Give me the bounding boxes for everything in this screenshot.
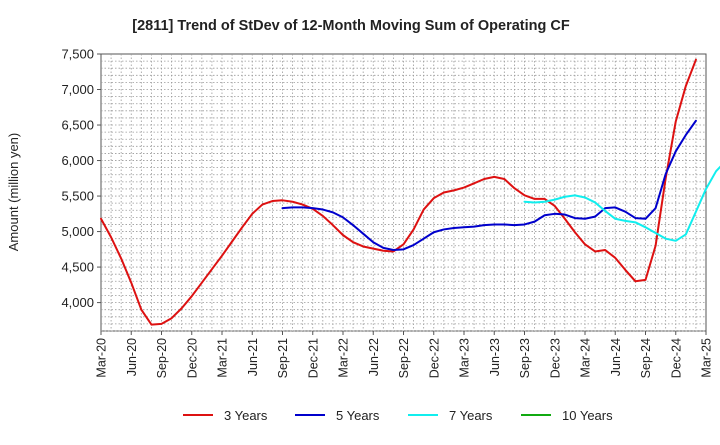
y-tick-label: 6,500 — [61, 118, 94, 133]
y-axis-ticks: 4,000 4,500 5,000 5,500 6,000 6,500 7,000 7,500 — [61, 47, 101, 311]
x-tick-label: Sep-22 — [397, 338, 411, 378]
x-tick-label: Dec-24 — [669, 338, 683, 378]
x-tick-label: Dec-20 — [185, 338, 199, 378]
y-tick-label: 6,000 — [61, 153, 94, 168]
x-axis-ticks: Mar-20 Jun-20 Sep-20 Dec-20 Mar-21 Jun-21 Sep-… — [95, 331, 720, 378]
y-axis-label: Amount (million yen) — [6, 133, 21, 252]
legend-label: 5 Years — [336, 408, 380, 423]
legend-label: 7 Years — [449, 408, 493, 423]
x-tick-label: Dec-22 — [427, 338, 441, 378]
x-tick-label: Mar-24 — [579, 338, 593, 378]
x-tick-label: Mar-21 — [216, 338, 230, 378]
x-tick-label: Sep-21 — [276, 338, 290, 378]
x-tick-label: Jun-21 — [246, 338, 260, 376]
x-tick-label: Mar-22 — [337, 338, 351, 378]
x-tick-label: Dec-23 — [548, 338, 562, 378]
x-tick-label: Jun-22 — [367, 338, 381, 376]
legend-label: 10 Years — [562, 408, 613, 423]
x-tick-label: Jun-24 — [609, 338, 623, 376]
x-tick-label: Sep-20 — [155, 338, 169, 378]
x-tick-label: Sep-24 — [639, 338, 653, 378]
x-tick-label: Jun-20 — [125, 338, 139, 376]
y-tick-label: 7,500 — [61, 47, 94, 62]
y-tick-label: 5,000 — [61, 224, 94, 239]
x-tick-label: Jun-23 — [488, 338, 502, 376]
x-tick-label: Mar-20 — [95, 338, 109, 378]
y-tick-label: 4,500 — [61, 260, 94, 275]
legend: 3 Years 5 Years 7 Years 10 Years — [183, 408, 613, 423]
x-tick-label: Mar-25 — [700, 338, 714, 378]
x-tick-label: Mar-23 — [458, 338, 472, 378]
y-tick-label: 5,500 — [61, 189, 94, 204]
y-tick-label: 7,000 — [61, 82, 94, 97]
x-tick-label: Sep-23 — [518, 338, 532, 378]
y-tick-label: 4,000 — [61, 295, 94, 310]
chart-title: [2811] Trend of StDev of 12-Month Moving… — [132, 18, 570, 34]
x-tick-label: Dec-21 — [306, 338, 320, 378]
legend-label: 3 Years — [224, 408, 268, 423]
